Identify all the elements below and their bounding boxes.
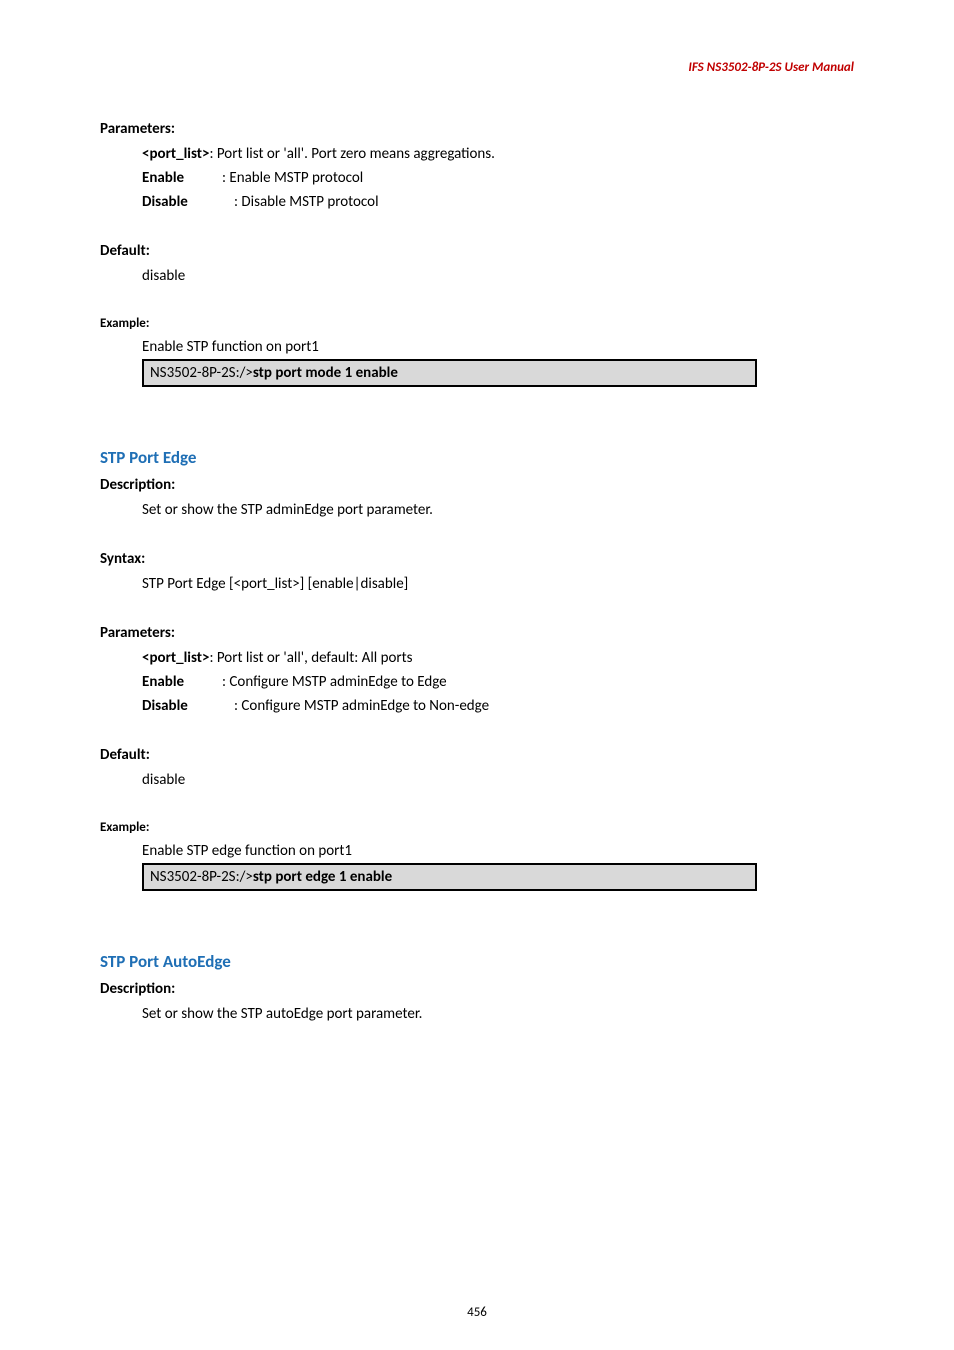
- parameters-block: <port_list>: Port list or 'all'. Port ze…: [142, 142, 854, 214]
- param-enable-key: Enable: [142, 166, 222, 190]
- param-enable-desc: : Enable MSTP protocol: [222, 166, 363, 190]
- section-title-port-edge: STP Port Edge: [100, 447, 854, 468]
- example-desc: Enable STP function on port1: [142, 335, 854, 359]
- param-port-list-desc: : Port list or 'all', default: All ports: [209, 649, 412, 667]
- default-label: Default:: [100, 242, 854, 260]
- parameters-label: Parameters:: [100, 624, 854, 642]
- default-value: disable: [142, 768, 854, 792]
- parameters-block: <port_list>: Port list or 'all', default…: [142, 646, 854, 718]
- description-label: Description:: [100, 980, 854, 998]
- code-cmd: stp port edge 1 enable: [253, 868, 392, 886]
- param-disable-key: Disable: [142, 190, 234, 214]
- code-cmd: stp port mode 1 enable: [253, 364, 398, 382]
- param-port-list-key: <port_list>: [142, 145, 209, 163]
- code-box: NS3502-8P-2S:/>stp port mode 1 enable: [142, 359, 757, 387]
- page-number: 456: [0, 1305, 954, 1320]
- default-label: Default:: [100, 746, 854, 764]
- syntax-text: STP Port Edge [<port_list>] [enable|disa…: [142, 572, 854, 596]
- syntax-label: Syntax:: [100, 550, 854, 568]
- param-disable-desc: : Disable MSTP protocol: [234, 190, 379, 214]
- param-port-list-key: <port_list>: [142, 649, 209, 667]
- description-label: Description:: [100, 476, 854, 494]
- description-text: Set or show the STP autoEdge port parame…: [142, 1002, 854, 1026]
- default-value: disable: [142, 264, 854, 288]
- param-enable-desc: : Configure MSTP adminEdge to Edge: [222, 670, 447, 694]
- code-prefix: NS3502-8P-2S:/>: [150, 868, 253, 886]
- example-label: Example:: [100, 820, 854, 835]
- param-disable-key: Disable: [142, 694, 234, 718]
- parameters-label: Parameters:: [100, 120, 854, 138]
- param-port-list-desc: : Port list or 'all'. Port zero means ag…: [209, 145, 495, 163]
- example-desc: Enable STP edge function on port1: [142, 839, 854, 863]
- code-box: NS3502-8P-2S:/>stp port edge 1 enable: [142, 863, 757, 891]
- param-enable-key: Enable: [142, 670, 222, 694]
- param-disable-desc: : Configure MSTP adminEdge to Non-edge: [234, 694, 489, 718]
- code-prefix: NS3502-8P-2S:/>: [150, 364, 253, 382]
- description-text: Set or show the STP adminEdge port param…: [142, 498, 854, 522]
- page-header: IFS NS3502-8P-2S User Manual: [100, 60, 854, 75]
- example-label: Example:: [100, 316, 854, 331]
- section-title-port-autoedge: STP Port AutoEdge: [100, 951, 854, 972]
